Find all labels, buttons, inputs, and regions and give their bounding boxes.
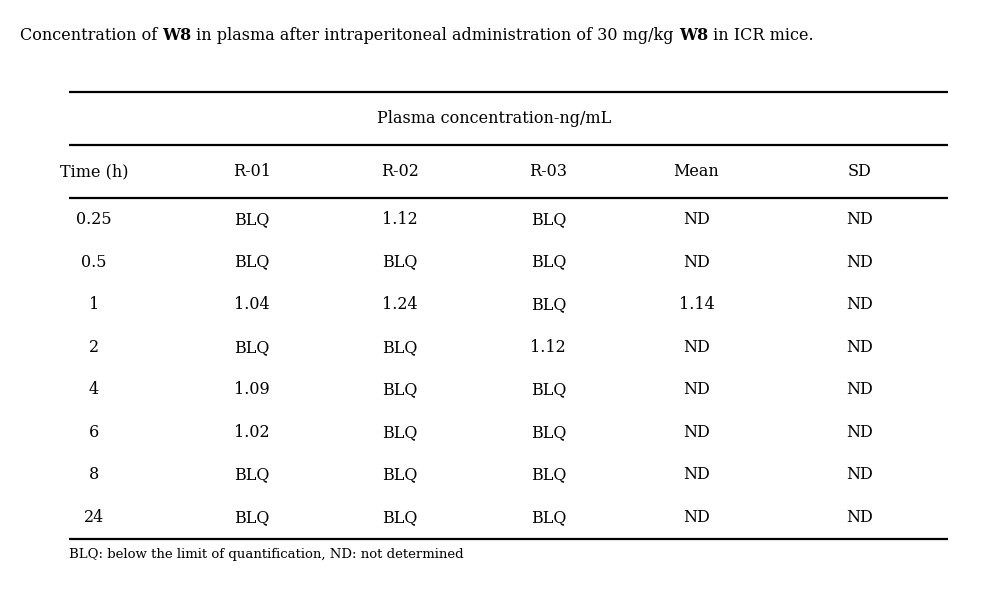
- Text: W8: W8: [679, 27, 708, 44]
- Text: BLQ: BLQ: [234, 339, 270, 356]
- Text: SD: SD: [848, 163, 871, 180]
- Text: Mean: Mean: [674, 163, 719, 180]
- Text: 1.12: 1.12: [531, 339, 566, 356]
- Text: ND: ND: [683, 339, 710, 356]
- Text: 1.09: 1.09: [234, 381, 270, 398]
- Text: ND: ND: [683, 509, 710, 526]
- Text: 8: 8: [89, 466, 99, 484]
- Text: 1.14: 1.14: [679, 296, 714, 313]
- Text: ND: ND: [683, 211, 710, 228]
- Text: BLQ: BLQ: [382, 381, 418, 398]
- Text: 0.25: 0.25: [76, 211, 112, 228]
- Text: BLQ: BLQ: [531, 424, 566, 441]
- Text: ND: ND: [683, 253, 710, 271]
- Text: 1.24: 1.24: [382, 296, 418, 313]
- Text: W8: W8: [162, 27, 192, 44]
- Text: BLQ: BLQ: [531, 296, 566, 313]
- Text: BLQ: BLQ: [531, 509, 566, 526]
- Text: BLQ: BLQ: [531, 253, 566, 271]
- Text: ND: ND: [683, 381, 710, 398]
- Text: ND: ND: [846, 466, 873, 484]
- Text: ND: ND: [846, 509, 873, 526]
- Text: ND: ND: [846, 339, 873, 356]
- Text: 6: 6: [89, 424, 99, 441]
- Text: Concentration of: Concentration of: [20, 27, 162, 44]
- Text: BLQ: BLQ: [531, 381, 566, 398]
- Text: BLQ: BLQ: [234, 466, 270, 484]
- Text: BLQ: BLQ: [531, 211, 566, 228]
- Text: Plasma concentration-ng/mL: Plasma concentration-ng/mL: [376, 110, 612, 127]
- Text: ND: ND: [846, 381, 873, 398]
- Text: BLQ: BLQ: [234, 211, 270, 228]
- Text: ND: ND: [683, 466, 710, 484]
- Text: BLQ: BLQ: [382, 253, 418, 271]
- Text: BLQ: BLQ: [234, 253, 270, 271]
- Text: in ICR mice.: in ICR mice.: [708, 27, 814, 44]
- Text: ND: ND: [683, 424, 710, 441]
- Text: in plasma after intraperitoneal administration of 30 mg/kg: in plasma after intraperitoneal administ…: [192, 27, 679, 44]
- Text: BLQ: BLQ: [382, 424, 418, 441]
- Text: 1.12: 1.12: [382, 211, 418, 228]
- Text: R-01: R-01: [233, 163, 271, 180]
- Text: 1.04: 1.04: [234, 296, 270, 313]
- Text: ND: ND: [846, 211, 873, 228]
- Text: 1.02: 1.02: [234, 424, 270, 441]
- Text: ND: ND: [846, 424, 873, 441]
- Text: BLQ: BLQ: [382, 509, 418, 526]
- Text: BLQ: BLQ: [234, 509, 270, 526]
- Text: BLQ: below the limit of quantification, ND: not determined: BLQ: below the limit of quantification, …: [69, 548, 463, 561]
- Text: 2: 2: [89, 339, 99, 356]
- Text: BLQ: BLQ: [382, 466, 418, 484]
- Text: R-03: R-03: [530, 163, 567, 180]
- Text: 4: 4: [89, 381, 99, 398]
- Text: 1: 1: [89, 296, 99, 313]
- Text: R-02: R-02: [381, 163, 419, 180]
- Text: 24: 24: [84, 509, 104, 526]
- Text: ND: ND: [846, 253, 873, 271]
- Text: 0.5: 0.5: [81, 253, 107, 271]
- Text: BLQ: BLQ: [382, 339, 418, 356]
- Text: Time (h): Time (h): [59, 163, 128, 180]
- Text: ND: ND: [846, 296, 873, 313]
- Text: BLQ: BLQ: [531, 466, 566, 484]
